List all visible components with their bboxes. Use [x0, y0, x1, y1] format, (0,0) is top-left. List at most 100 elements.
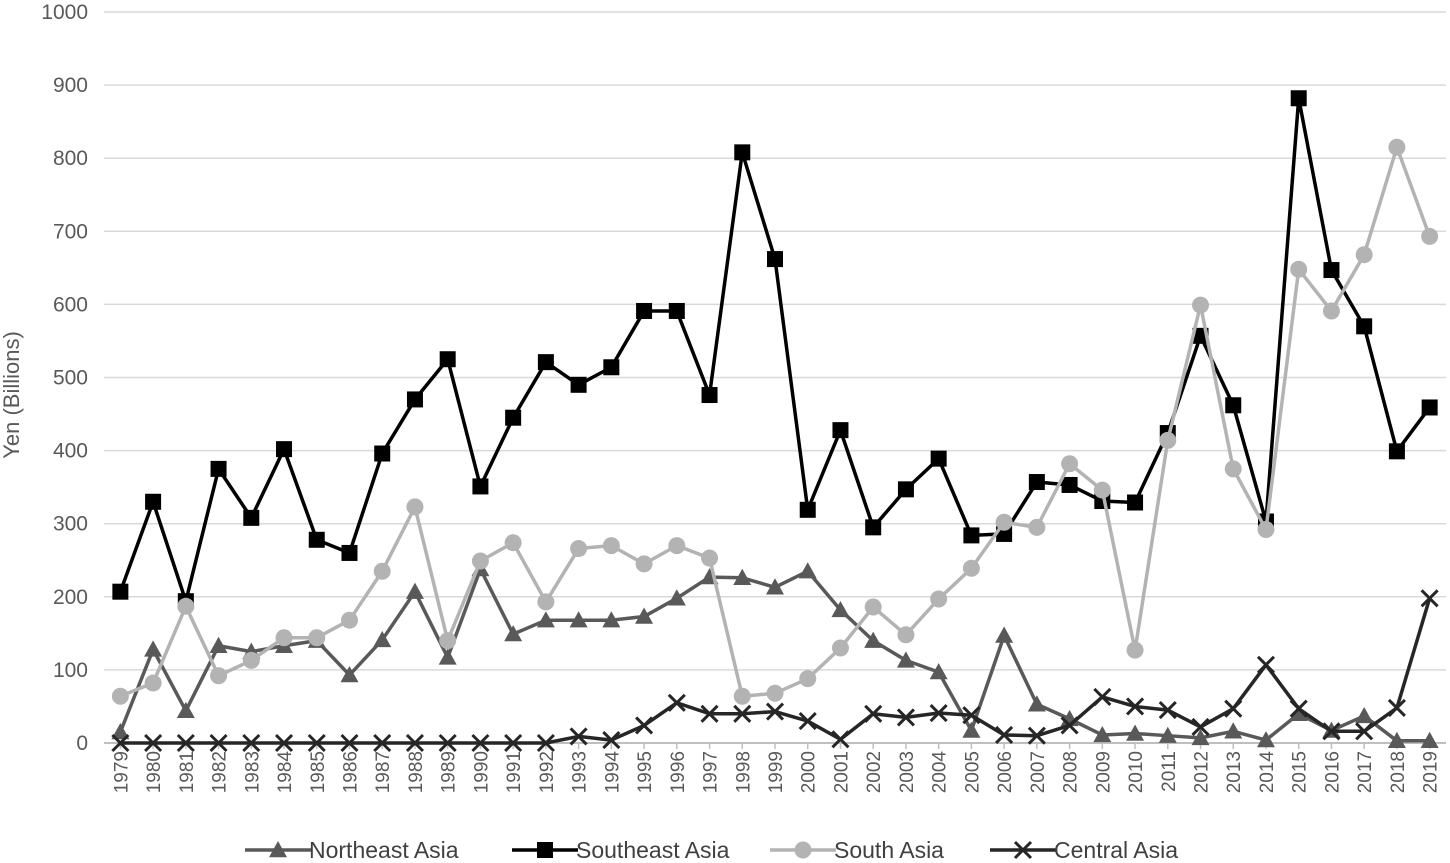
- x-tick-label: 2004: [930, 751, 951, 794]
- x-tick-label: 2003: [897, 751, 918, 793]
- data-point: [831, 600, 850, 618]
- y-tick-label: 500: [53, 367, 88, 390]
- data-point: [1421, 227, 1439, 245]
- data-point: [308, 629, 326, 647]
- data-point: [667, 589, 686, 606]
- data-point: [734, 144, 751, 161]
- data-point: [1356, 318, 1373, 335]
- data-point: [504, 534, 522, 552]
- data-point: [1224, 722, 1243, 739]
- data-point: [243, 509, 260, 526]
- data-point: [767, 251, 783, 268]
- data-point: [471, 552, 489, 570]
- data-point: [995, 626, 1014, 643]
- data-point: [602, 537, 620, 555]
- legend-marker: [794, 841, 812, 859]
- x-tick-label: 2005: [962, 751, 983, 793]
- data-point: [111, 723, 130, 740]
- data-point: [864, 598, 882, 616]
- x-tick-label: 1980: [144, 751, 165, 793]
- y-tick-label: 900: [53, 74, 88, 97]
- data-point: [274, 733, 294, 753]
- x-tick-label: 2010: [1126, 751, 1147, 793]
- x-tick-label: 1982: [210, 751, 231, 793]
- data-point: [668, 302, 685, 319]
- data-point: [1093, 481, 1111, 499]
- data-point: [700, 704, 719, 723]
- data-point: [733, 687, 751, 705]
- data-point: [570, 540, 588, 558]
- data-point: [210, 460, 227, 477]
- legend-item: South Asia: [770, 837, 944, 863]
- data-point: [340, 611, 358, 629]
- data-point: [1256, 731, 1275, 748]
- x-tick-label: 1988: [406, 751, 427, 793]
- legend-item: Southeast Asia: [512, 837, 730, 863]
- y-axis-title: Yen (Billions): [0, 331, 24, 459]
- data-point: [865, 519, 882, 536]
- data-point: [799, 670, 817, 688]
- data-point: [1421, 399, 1438, 416]
- legend-marker: [269, 841, 287, 858]
- data-point: [602, 731, 621, 750]
- y-axis-ticks: 0 100 200 300 400 500 600 700 800 900 1000: [41, 1, 88, 755]
- x-tick-label: 1995: [635, 751, 656, 793]
- y-tick-label: 1000: [41, 1, 88, 24]
- data-point: [995, 725, 1014, 745]
- y-tick-label: 100: [53, 659, 88, 682]
- data-point: [569, 727, 588, 746]
- data-point: [1061, 476, 1078, 493]
- data-point: [341, 544, 358, 561]
- data-point: [1159, 431, 1177, 449]
- legend-item: Central Asia: [990, 837, 1178, 863]
- legend-label: Northeast Asia: [309, 837, 459, 863]
- data-point: [1323, 262, 1340, 279]
- data-point: [177, 597, 195, 615]
- data-point: [373, 630, 392, 648]
- data-point: [1290, 260, 1308, 278]
- series-south-asia: [111, 138, 1439, 705]
- data-point: [1355, 706, 1374, 724]
- data-point: [831, 639, 849, 657]
- x-tick-label: 2001: [831, 751, 852, 793]
- gridlines: [104, 11, 1446, 744]
- data-point: [962, 721, 981, 738]
- data-point: [930, 450, 947, 467]
- data-point: [929, 663, 948, 680]
- data-point: [1388, 443, 1405, 460]
- data-point: [766, 684, 784, 702]
- series-northeast-asia: [111, 560, 1439, 749]
- x-tick-label: 2013: [1224, 751, 1245, 793]
- data-point: [439, 351, 456, 368]
- x-tick-label: 2014: [1257, 751, 1278, 794]
- data-point: [112, 583, 129, 600]
- x-tick-label: 1987: [373, 751, 394, 793]
- data-point: [963, 527, 980, 544]
- data-point: [144, 674, 162, 692]
- legend-marker: [537, 842, 553, 858]
- legend-label: South Asia: [834, 837, 944, 863]
- data-point: [340, 666, 359, 683]
- x-tick-label: 1994: [602, 751, 623, 794]
- data-point: [1290, 90, 1307, 107]
- data-point: [1257, 521, 1275, 539]
- x-tick-label: 1984: [275, 751, 296, 794]
- data-point: [1224, 460, 1242, 478]
- data-point: [897, 481, 914, 498]
- data-point: [1127, 494, 1144, 511]
- data-point: [1256, 655, 1276, 674]
- y-tick-label: 600: [53, 293, 88, 316]
- data-point: [438, 733, 457, 753]
- x-tick-label: 1997: [701, 751, 722, 793]
- data-point: [1060, 716, 1079, 735]
- x-tick-label: 1981: [177, 751, 198, 793]
- data-point: [373, 562, 391, 580]
- data-point: [930, 590, 948, 608]
- data-point: [1027, 726, 1046, 745]
- data-point: [405, 733, 425, 753]
- data-point: [569, 611, 588, 628]
- data-point: [1158, 726, 1177, 743]
- data-point: [733, 704, 752, 723]
- data-point: [472, 478, 489, 495]
